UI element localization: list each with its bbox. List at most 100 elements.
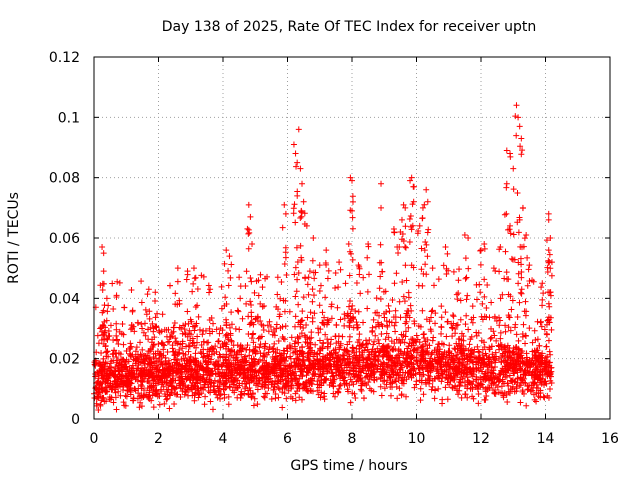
data-point	[350, 349, 357, 356]
data-point	[145, 378, 152, 385]
data-point	[488, 380, 495, 387]
data-point	[386, 308, 393, 315]
data-point	[336, 382, 343, 389]
data-point	[415, 322, 422, 329]
data-point	[332, 333, 339, 340]
data-point	[374, 319, 381, 326]
data-point	[346, 298, 353, 305]
data-point	[131, 328, 138, 335]
data-point	[476, 281, 483, 288]
data-point	[479, 346, 486, 353]
data-point	[417, 397, 424, 404]
data-point	[222, 294, 229, 301]
data-point	[360, 395, 367, 402]
data-point	[337, 381, 344, 388]
data-point	[93, 400, 100, 407]
data-point	[114, 357, 121, 364]
data-point	[122, 402, 129, 409]
data-point	[314, 387, 321, 394]
data-point	[299, 317, 306, 324]
data-point	[371, 369, 378, 376]
data-point	[99, 309, 106, 316]
data-point	[523, 308, 530, 315]
data-point	[150, 404, 157, 411]
data-point	[144, 352, 151, 359]
data-point	[529, 361, 536, 368]
data-point	[514, 313, 521, 320]
data-point	[176, 349, 183, 356]
data-point	[328, 351, 335, 358]
data-point	[300, 294, 307, 301]
data-point	[167, 392, 174, 399]
data-point	[192, 274, 199, 281]
data-point	[455, 391, 462, 398]
data-point	[164, 395, 171, 402]
data-point	[207, 383, 214, 390]
data-point	[395, 250, 402, 257]
data-point	[290, 210, 297, 217]
data-point	[322, 356, 329, 363]
data-point	[538, 284, 545, 291]
data-point	[324, 275, 331, 282]
data-point	[155, 378, 162, 385]
data-point	[522, 332, 529, 339]
data-point	[316, 262, 323, 269]
data-point	[364, 254, 371, 261]
data-point	[310, 353, 317, 360]
data-point	[449, 333, 456, 340]
data-point	[346, 322, 353, 329]
data-point	[236, 347, 243, 354]
data-point	[548, 272, 555, 279]
data-point	[530, 278, 537, 285]
data-point	[187, 316, 194, 323]
data-point	[274, 274, 281, 281]
data-point	[185, 320, 192, 327]
data-point	[475, 400, 482, 407]
data-point	[208, 314, 215, 321]
data-point	[547, 377, 554, 384]
data-point	[192, 304, 199, 311]
data-point	[247, 298, 254, 305]
data-point	[301, 362, 308, 369]
data-point	[194, 333, 201, 340]
data-point	[174, 360, 181, 367]
data-point	[419, 307, 426, 314]
data-point	[317, 282, 324, 289]
data-point	[455, 277, 462, 284]
data-point	[273, 321, 280, 328]
data-point	[107, 360, 114, 367]
data-point	[383, 330, 390, 337]
data-point	[547, 351, 554, 358]
data-point	[138, 403, 145, 410]
data-point	[531, 327, 538, 334]
data-point	[305, 357, 312, 364]
data-point	[383, 361, 390, 368]
data-point	[305, 274, 312, 281]
data-point	[539, 375, 546, 382]
data-point	[496, 322, 503, 329]
data-point	[526, 277, 533, 284]
data-point	[347, 399, 354, 406]
data-point	[174, 278, 181, 285]
data-point	[177, 380, 184, 387]
data-point	[473, 329, 480, 336]
data-point	[504, 366, 511, 373]
data-point	[207, 286, 214, 293]
data-point	[344, 386, 351, 393]
data-point	[237, 295, 244, 302]
data-point	[295, 126, 302, 133]
data-point	[328, 315, 335, 322]
data-point	[524, 254, 531, 261]
data-point	[206, 325, 213, 332]
data-point	[406, 216, 413, 223]
data-point	[308, 334, 315, 341]
data-point	[283, 272, 290, 279]
data-point	[114, 336, 121, 343]
data-point	[317, 394, 324, 401]
data-point	[510, 348, 517, 355]
data-point	[187, 331, 194, 338]
data-point	[137, 339, 144, 346]
data-point	[376, 340, 383, 347]
data-point	[226, 253, 233, 260]
data-point	[266, 369, 273, 376]
